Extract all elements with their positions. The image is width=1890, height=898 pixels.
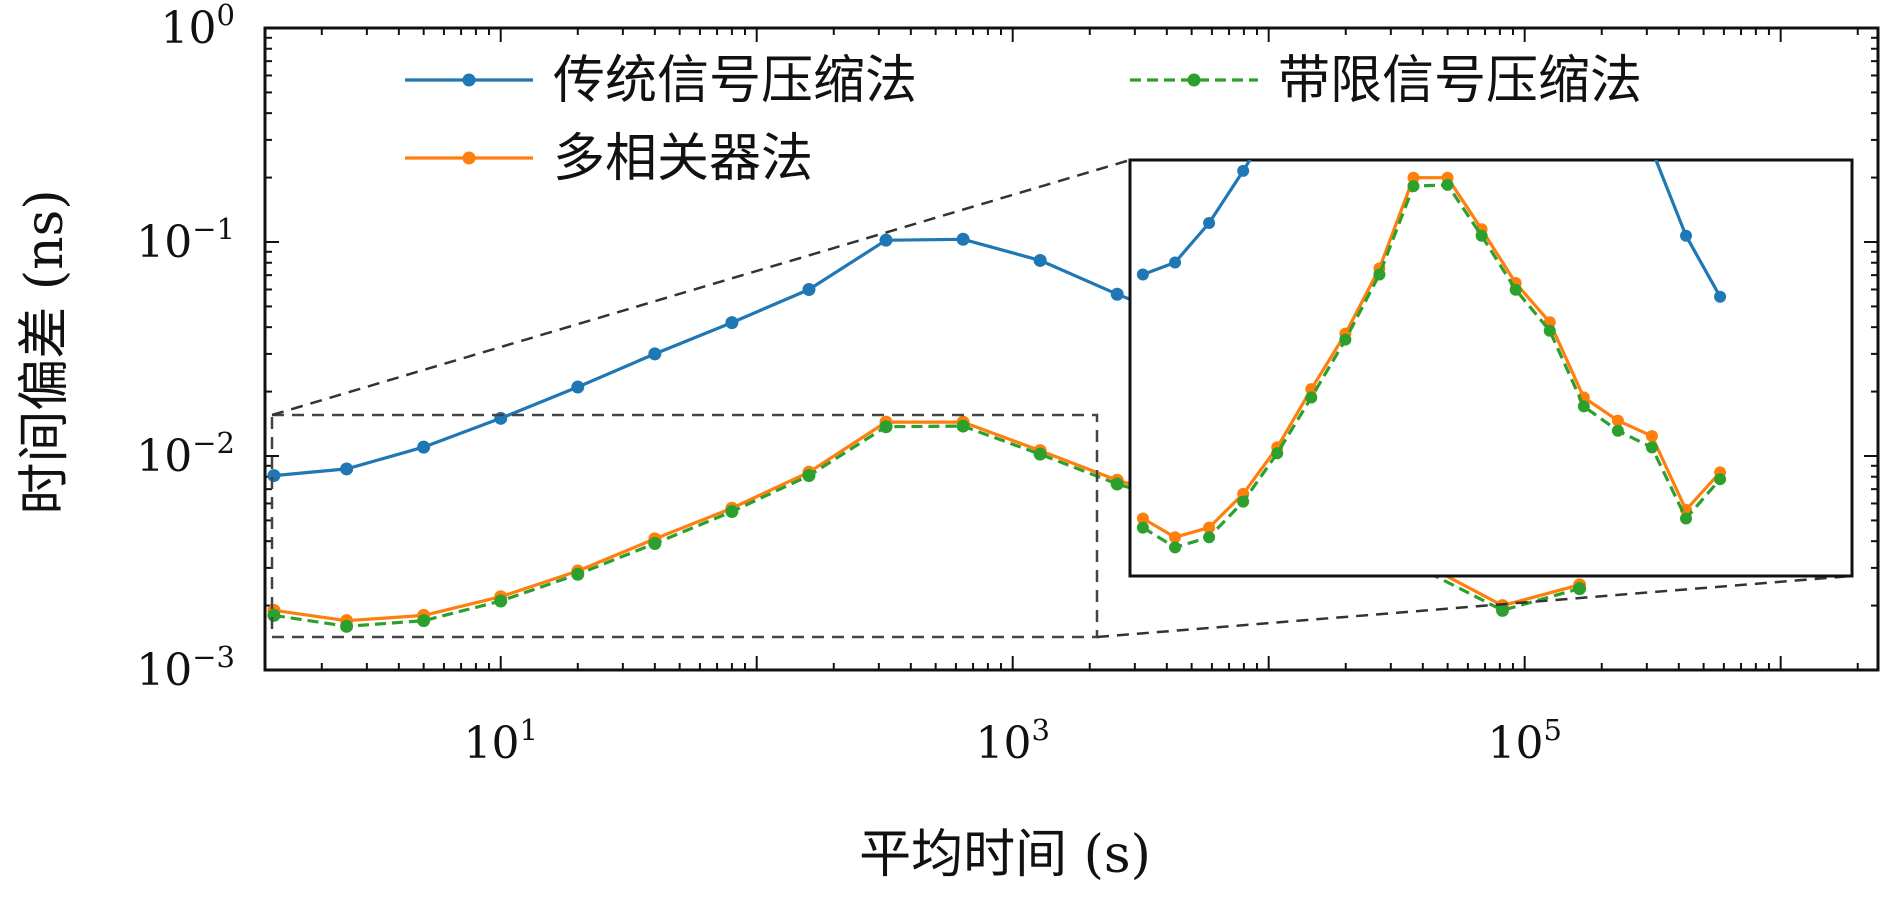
inset-series-point [1339, 0, 1351, 4]
main-series-point [802, 282, 816, 296]
x-axis-label: 平均时间 (s) [859, 825, 1151, 885]
inset-series-point [1136, 512, 1149, 525]
inset-series-line [1142, 183, 1722, 550]
main-series-point [571, 380, 585, 394]
main-series-point [725, 505, 739, 519]
zoom-connector-line [271, 158, 1131, 417]
inset-series-point [1612, 116, 1624, 128]
x-tick-label: 105 [1487, 713, 1561, 769]
main-series-point [1033, 447, 1047, 461]
main-series-point [802, 469, 816, 483]
inset-series-point [1475, 229, 1488, 242]
inset-series-point [1714, 290, 1727, 303]
zoom-region-box [270, 413, 1099, 639]
inset-series-point [1237, 495, 1250, 508]
inset-series-point [1136, 268, 1149, 281]
inset-series-point [1544, 0, 1556, 8]
main-series-point [340, 462, 354, 476]
y-tick-label: 100 [161, 0, 235, 54]
main-series-point [1110, 287, 1124, 301]
main-series-point [879, 420, 893, 434]
main-series-point [956, 232, 970, 246]
inset-series-point [1441, 178, 1454, 191]
legend-label: 多相关器法 [553, 129, 813, 189]
zoom-connector-line [1096, 574, 1853, 639]
inset-series-point [1680, 512, 1693, 525]
inset-series-point [1543, 324, 1556, 337]
inset-series-point [1305, 391, 1318, 404]
main-series-point [1496, 603, 1510, 617]
inset-series-point [1509, 283, 1522, 296]
inset-series-point [1714, 473, 1727, 486]
main-series-point [494, 594, 508, 608]
main-series-point [879, 233, 893, 247]
main-series-point [417, 614, 431, 628]
legend-label: 带限信号压缩法 [1278, 51, 1642, 111]
main-series-point [648, 537, 662, 551]
main-series-point [267, 469, 281, 483]
main-series-point [417, 440, 431, 454]
inset-series-line [1142, 160, 1722, 298]
legend-marker [462, 151, 476, 165]
y-tick-label: 10−1 [136, 212, 235, 268]
inset-series-point [1169, 541, 1182, 554]
inset-series-point [1237, 164, 1250, 177]
x-tick-label: 101 [463, 713, 537, 769]
inset-series-point [1203, 521, 1216, 534]
inset-series-point [1271, 447, 1284, 460]
inset-series-point [1645, 430, 1658, 443]
inset-series-point [1646, 144, 1658, 156]
main-series-point [1033, 253, 1047, 267]
inset-series-point [1407, 171, 1420, 184]
y-axis-label: 时间偏差 (ns) [15, 189, 75, 514]
inset-series-point [1305, 383, 1318, 396]
main-series-point [648, 347, 662, 361]
inset-series-point [1611, 414, 1624, 427]
inset-series-point [1203, 531, 1216, 544]
y-tick-label: 10−3 [136, 640, 235, 696]
main-plot-frame [263, 26, 1880, 672]
inset-series-point [1169, 531, 1182, 544]
inset-series-point [1169, 256, 1182, 269]
main-series-point [725, 316, 739, 330]
main-series-point [340, 619, 354, 633]
inset-series-point [1611, 424, 1624, 437]
legend-marker [462, 73, 476, 87]
inset-series-point [1136, 521, 1149, 534]
legend-marker [1187, 73, 1201, 87]
inset-series-point [1407, 180, 1420, 193]
x-tick-label: 103 [975, 713, 1049, 769]
main-series-point [956, 419, 970, 433]
main-series-point [571, 567, 585, 581]
inset-series-point [1645, 441, 1658, 454]
inset-series-point [1373, 268, 1386, 281]
legend-label: 传统信号压缩法 [553, 51, 917, 111]
inset-frame [1128, 158, 1854, 578]
main-series-point [1110, 477, 1124, 491]
inset-series-point [1339, 333, 1352, 346]
main-series-point [267, 608, 281, 622]
inset-series-group [1136, 0, 1727, 554]
inset-series-point [1680, 229, 1693, 242]
inset-series-line [1142, 176, 1722, 539]
main-series-point [1573, 582, 1587, 596]
inset-series-point [1203, 217, 1216, 230]
inset-series-point [1577, 400, 1590, 413]
y-tick-label: 10−2 [136, 426, 235, 482]
inset-plot-area [271, 0, 1854, 639]
